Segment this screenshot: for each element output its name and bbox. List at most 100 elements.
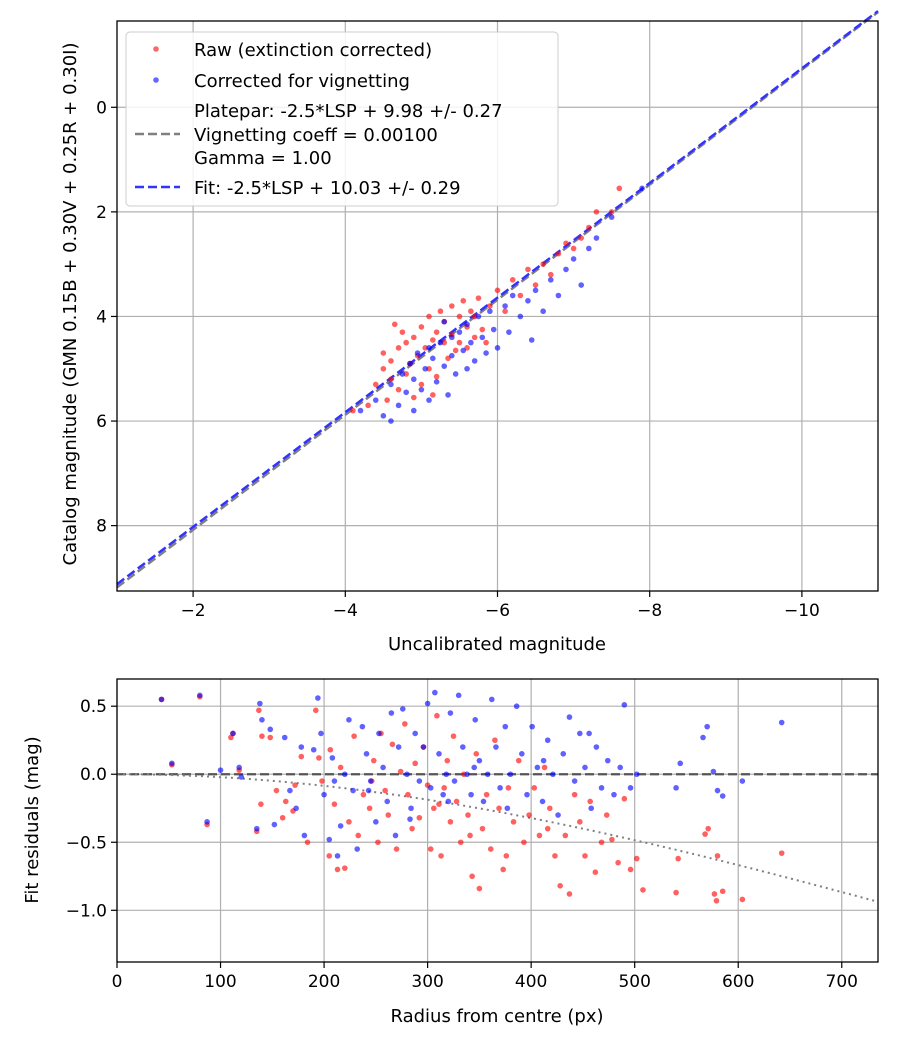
bottom-point-series-1 bbox=[519, 751, 525, 757]
bottom-point-series-1 bbox=[673, 785, 679, 791]
top-point-series-0 bbox=[399, 329, 406, 335]
bottom-point-series-1 bbox=[544, 737, 551, 744]
top-point-series-0 bbox=[388, 358, 394, 364]
bottom-point-series-1 bbox=[287, 787, 293, 794]
bottom-point-series-1 bbox=[555, 812, 561, 818]
bottom-point-series-1 bbox=[455, 692, 462, 699]
bottom-point-series-0 bbox=[719, 888, 726, 895]
bottom-point-series-1 bbox=[359, 723, 366, 730]
bottom-point-series-0 bbox=[351, 733, 357, 739]
top-point-series-1 bbox=[449, 352, 455, 359]
bottom-vignetting-curve bbox=[117, 773, 879, 903]
bottom-point-series-0 bbox=[450, 733, 457, 739]
bottom-point-series-0 bbox=[503, 853, 510, 859]
legend: Raw (extinction corrected) Corrected for… bbox=[125, 31, 559, 207]
top-point-series-0 bbox=[468, 308, 474, 315]
bottom-point-series-0 bbox=[479, 825, 486, 832]
bottom-point-series-1 bbox=[460, 744, 466, 750]
bottom-point-series-0 bbox=[258, 801, 264, 807]
bottom-point-series-0 bbox=[582, 853, 588, 859]
bottom-point-series-1 bbox=[408, 805, 414, 812]
bottom-point-series-0 bbox=[279, 814, 286, 821]
bottom-point-series-1 bbox=[507, 771, 514, 778]
bottom-point-series-0 bbox=[304, 839, 311, 846]
top-point-series-1 bbox=[426, 397, 432, 403]
bottom-x-axis-label: Radius from centre (px) bbox=[390, 1006, 603, 1027]
top-point-series-1 bbox=[547, 277, 554, 283]
bottom-point-series-0 bbox=[557, 883, 563, 889]
bottom-point-series-1 bbox=[367, 778, 374, 784]
bottom-point-series-0 bbox=[331, 801, 338, 807]
bottom-point-series-1 bbox=[301, 832, 308, 839]
top-point-series-1 bbox=[494, 345, 501, 351]
top-point-series-0 bbox=[547, 271, 554, 278]
bottom-point-series-0 bbox=[457, 839, 464, 846]
bottom-point-series-1 bbox=[611, 791, 617, 798]
bottom-point-series-0 bbox=[515, 757, 522, 764]
top-y-tick-label: 8 bbox=[96, 517, 107, 537]
bottom-point-series-1 bbox=[493, 744, 499, 750]
bottom-grid bbox=[116, 679, 878, 962]
bottom-point-series-0 bbox=[409, 825, 415, 832]
top-point-series-1 bbox=[532, 287, 539, 294]
top-x-tick-label: −4 bbox=[333, 601, 358, 621]
bottom-point-series-1 bbox=[384, 798, 391, 805]
bottom-point-series-1 bbox=[617, 764, 623, 771]
top-point-series-0 bbox=[483, 339, 489, 346]
top-point-series-0 bbox=[384, 397, 390, 403]
top-point-series-0 bbox=[502, 308, 508, 315]
bottom-point-series-1 bbox=[346, 717, 352, 723]
bottom-point-series-1 bbox=[550, 771, 556, 778]
bottom-point-series-0 bbox=[500, 866, 506, 873]
bottom-point-series-0 bbox=[341, 865, 348, 871]
top-point-series-0 bbox=[410, 334, 417, 341]
legend-label-corrected: Corrected for vignetting bbox=[194, 71, 410, 92]
bottom-point-series-1 bbox=[471, 764, 478, 771]
bottom-point-series-0 bbox=[546, 805, 553, 812]
bottom-point-series-1 bbox=[230, 730, 236, 737]
bottom-point-series-0 bbox=[609, 836, 615, 843]
bottom-point-series-1 bbox=[513, 703, 520, 710]
bottom-point-series-0 bbox=[531, 785, 538, 791]
top-point-series-1 bbox=[509, 292, 516, 299]
bottom-scatter-points bbox=[158, 689, 785, 904]
bottom-point-series-0 bbox=[282, 798, 289, 805]
bottom-point-series-1 bbox=[529, 723, 535, 730]
legend-marker-corrected bbox=[153, 77, 159, 83]
bottom-point-series-0 bbox=[360, 791, 367, 798]
bottom-point-series-0 bbox=[416, 814, 423, 821]
bottom-point-series-1 bbox=[464, 771, 470, 778]
top-point-series-0 bbox=[608, 209, 615, 215]
bottom-point-series-0 bbox=[673, 889, 679, 896]
top-point-series-1 bbox=[445, 392, 451, 398]
top-point-series-1 bbox=[525, 297, 531, 304]
bottom-point-series-1 bbox=[281, 734, 288, 741]
top-point-series-0 bbox=[380, 365, 387, 372]
bottom-point-series-1 bbox=[238, 774, 245, 780]
bottom-point-series-1 bbox=[399, 706, 406, 712]
bottom-point-series-1 bbox=[604, 757, 611, 764]
top-point-series-1 bbox=[460, 347, 467, 354]
bottom-point-series-1 bbox=[577, 730, 583, 737]
top-point-series-0 bbox=[403, 339, 409, 346]
top-point-series-0 bbox=[471, 334, 478, 341]
bottom-x-tick-label: 400 bbox=[515, 972, 547, 992]
bottom-point-series-1 bbox=[627, 785, 634, 791]
top-point-series-0 bbox=[578, 235, 585, 241]
top-x-tick-label: −8 bbox=[637, 601, 662, 621]
top-point-series-0 bbox=[517, 292, 524, 299]
top-point-series-0 bbox=[452, 347, 459, 354]
top-point-series-1 bbox=[468, 339, 474, 346]
bottom-point-series-0 bbox=[473, 751, 480, 757]
bottom-point-series-0 bbox=[526, 812, 532, 818]
bottom-point-series-0 bbox=[510, 819, 517, 825]
bottom-point-series-0 bbox=[412, 760, 418, 767]
top-point-series-1 bbox=[528, 337, 535, 343]
bottom-point-series-0 bbox=[375, 839, 381, 846]
top-fit-lines bbox=[116, 10, 879, 589]
top-point-series-0 bbox=[570, 245, 577, 252]
bottom-point-series-0 bbox=[259, 733, 265, 739]
top-point-series-0 bbox=[532, 282, 539, 288]
top-x-axis-label: Uncalibrated magnitude bbox=[388, 634, 606, 655]
